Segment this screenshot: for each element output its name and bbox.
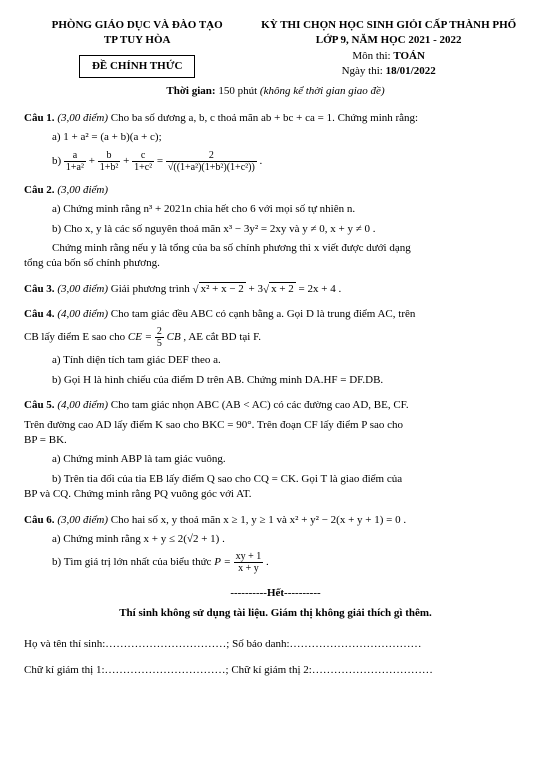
date-label: Ngày thi: bbox=[342, 65, 383, 77]
p-expr: P = bbox=[214, 556, 233, 568]
subject: TOÁN bbox=[393, 50, 425, 62]
q4-text1: Cho tam giác đều ABC có cạnh bằng a. Gọi… bbox=[111, 308, 416, 320]
q1: Câu 1. (3,00 điểm) Cho ba số dương a, b,… bbox=[24, 111, 527, 126]
frac-ce: 25 bbox=[155, 326, 164, 349]
end-separator: ----------Hết---------- bbox=[24, 586, 527, 601]
q1-a-label: a) bbox=[52, 131, 61, 143]
q6: Câu 6. (3,00 điểm) Cho hai số x, y thoả … bbox=[24, 513, 527, 528]
city: TP TUY HÒA bbox=[24, 33, 250, 48]
q5-b1: b) Trên tia đối của tia EB lấy điểm Q sa… bbox=[52, 472, 527, 487]
q5-b2: BP và CQ. Chứng minh rằng PQ vuông góc v… bbox=[24, 487, 527, 502]
q6-a-label: a) Chứng minh rằng bbox=[52, 533, 141, 545]
q4-pts: (4,00 điểm) bbox=[57, 308, 108, 320]
frac-4: 2√((1+a²)(1+b²)(1+c²)) bbox=[166, 150, 257, 173]
q2-b2: Chứng minh rằng nếu y là tổng của ba số … bbox=[52, 241, 527, 256]
q4: Câu 4. (4,00 điểm) Cho tam giác đều ABC … bbox=[24, 307, 527, 322]
q2-head: Câu 2. bbox=[24, 184, 55, 196]
q4-a: a) Tính diện tích tam giác DEF theo a. bbox=[52, 353, 527, 368]
sqrt-2: x + 2 bbox=[263, 282, 296, 297]
q2-pts: (3,00 điểm) bbox=[57, 184, 108, 196]
sqrt-1: x² + x − 2 bbox=[193, 282, 246, 297]
frac-3: c1+c² bbox=[132, 150, 154, 173]
q3-text: Giải phương trình bbox=[111, 283, 190, 295]
q3-pts: (3,00 điểm) bbox=[57, 283, 108, 295]
q1-a: a) 1 + a² = (a + b)(a + c); bbox=[52, 130, 527, 145]
q6-pts: (3,00 điểm) bbox=[57, 514, 108, 526]
grade-year: LỚP 9, NĂM HỌC 2021 - 2022 bbox=[250, 33, 527, 48]
date-value: 18/01/2022 bbox=[386, 65, 436, 77]
q4-text2: CB lấy điểm E sao cho bbox=[24, 332, 125, 344]
time-line: Thời gian: 150 phút (không kể thời gian … bbox=[24, 84, 527, 99]
exam-note: Thí sinh không sử dụng tài liệu. Giám th… bbox=[24, 606, 527, 621]
q5-a: a) Chứng minh ABP là tam giác vuông. bbox=[52, 452, 527, 467]
signature-line: Chữ kí giám thị 1:……………………………; Chữ kí gi… bbox=[24, 663, 527, 678]
q6-head: Câu 6. bbox=[24, 514, 55, 526]
q1-pts: (3,00 điểm) bbox=[57, 112, 108, 124]
q2: Câu 2. (3,00 điểm) bbox=[24, 183, 527, 198]
department: PHÒNG GIÁO DỤC VÀ ĐÀO TẠO bbox=[24, 18, 250, 33]
q5: Câu 5. (4,00 điểm) Cho tam giác nhọn ABC… bbox=[24, 398, 527, 413]
q4-text2-line: CB lấy điểm E sao cho CE = 25 CB , AE cắ… bbox=[24, 326, 527, 349]
q6-text: Cho hai số x, y thoả mãn x ≥ 1, y ≥ 1 và… bbox=[111, 514, 406, 526]
exam-title: KỲ THI CHỌN HỌC SINH GIỎI CẤP THÀNH PHỐ bbox=[250, 18, 527, 33]
q5-text1: Cho tam giác nhọn ABC (AB < AC) có các đ… bbox=[111, 399, 409, 411]
q1-b-label: b) bbox=[52, 155, 61, 167]
q3: Câu 3. (3,00 điểm) Giải phương trình x² … bbox=[24, 282, 527, 297]
date-line: Ngày thi: 18/01/2022 bbox=[250, 64, 527, 79]
q5-text2: Trên đường cao AD lấy điểm K sao cho BKC… bbox=[24, 418, 527, 433]
q1-b: b) a1+a² + b1+b² + c1+c² = 2√((1+a²)(1+b… bbox=[52, 150, 527, 173]
q3-head: Câu 3. bbox=[24, 283, 55, 295]
time-note: (không kể thời gian giao đề) bbox=[260, 85, 385, 97]
q5-head: Câu 5. bbox=[24, 399, 55, 411]
name-line: Họ và tên thí sinh:……………………………; Số báo d… bbox=[24, 637, 527, 652]
q2-a: a) Chứng minh rằng n³ + 2021n chia hết c… bbox=[52, 202, 527, 217]
subject-line: Môn thi: TOÁN bbox=[250, 49, 527, 64]
q6-b-label: b) Tìm giá trị lớn nhất của biểu thức bbox=[52, 556, 211, 568]
header-left: PHÒNG GIÁO DỤC VÀ ĐÀO TẠO TP TUY HÒA ĐỀ … bbox=[24, 18, 250, 80]
q5-pts: (4,00 điểm) bbox=[57, 399, 108, 411]
q4-head: Câu 4. bbox=[24, 308, 55, 320]
q4-b: b) Gọi H là hình chiếu của điểm D trên A… bbox=[52, 373, 527, 388]
q4-text3: , AE cắt BD tại F. bbox=[183, 332, 261, 344]
subject-label: Môn thi: bbox=[352, 50, 390, 62]
q1-a-expr: 1 + a² = (a + b)(a + c); bbox=[63, 131, 161, 143]
q5-text3: BP = BK. bbox=[24, 433, 527, 448]
q2-b3: tổng của bốn số chính phương. bbox=[24, 256, 527, 271]
header-right: KỲ THI CHỌN HỌC SINH GIỎI CẤP THÀNH PHỐ … bbox=[250, 18, 527, 80]
q2-b: b) Cho x, y là các số nguyên thoả mãn x³… bbox=[52, 222, 527, 237]
frac-p: xy + 1x + y bbox=[234, 551, 264, 574]
frac-1: a1+a² bbox=[64, 150, 86, 173]
q6-a-expr: x + y ≤ 2(√2 + 1) . bbox=[144, 533, 225, 545]
q1-head: Câu 1. bbox=[24, 112, 55, 124]
time-value: 150 phút bbox=[218, 85, 257, 97]
time-label: Thời gian: bbox=[166, 85, 215, 97]
frac-2: b1+b² bbox=[98, 150, 121, 173]
header-block: PHÒNG GIÁO DỤC VÀ ĐÀO TẠO TP TUY HÒA ĐỀ … bbox=[24, 18, 527, 80]
official-box: ĐỀ CHÍNH THỨC bbox=[79, 55, 195, 78]
q6-b: b) Tìm giá trị lớn nhất của biểu thức P … bbox=[52, 551, 527, 574]
q6-a: a) Chứng minh rằng x + y ≤ 2(√2 + 1) . bbox=[52, 532, 527, 547]
q1-text: Cho ba số dương a, b, c thoả mãn ab + bc… bbox=[111, 112, 418, 124]
ce-expr: CE = bbox=[128, 332, 155, 344]
